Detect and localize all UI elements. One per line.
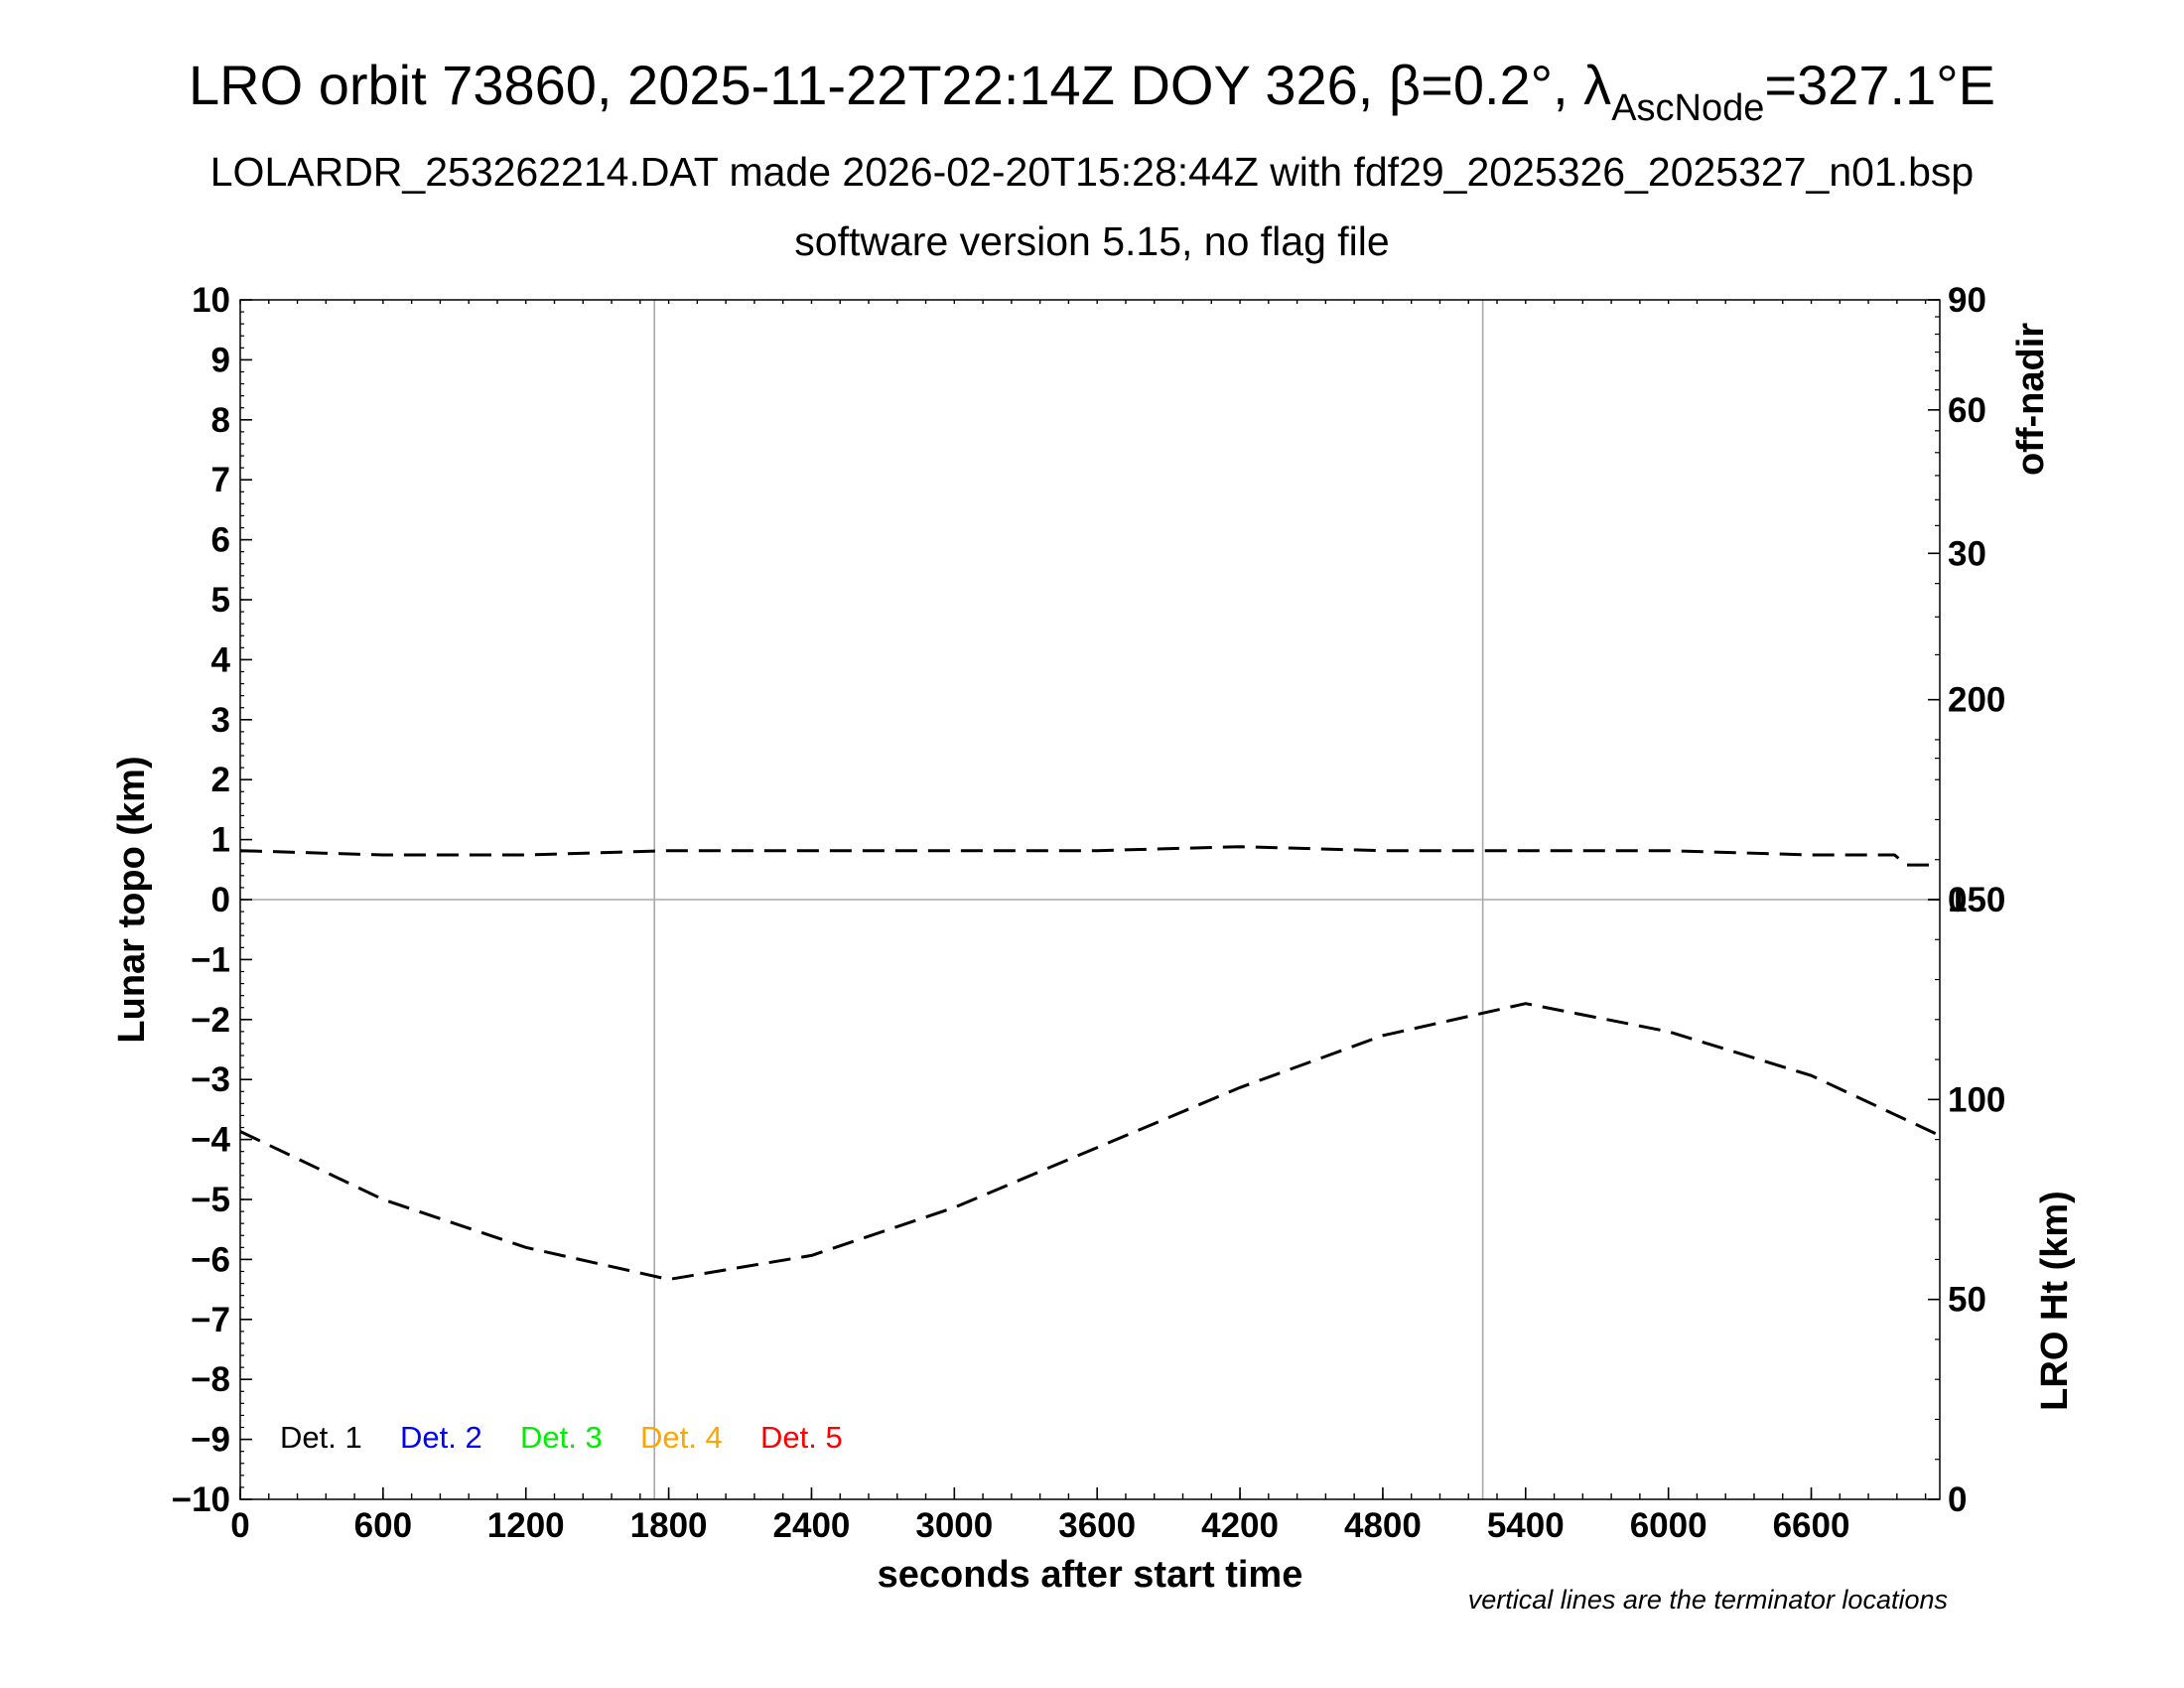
x-tick-label: 4200 xyxy=(1201,1506,1279,1545)
y-tick-label: −7 xyxy=(191,1301,230,1339)
legend-entry: Det. 2 xyxy=(400,1420,482,1455)
y-tick-label: −8 xyxy=(191,1360,230,1399)
y-axis-label-lro-ht: LRO Ht (km) xyxy=(2034,1191,2076,1411)
off-nadir-axis-ticks: 90 60 30 0 xyxy=(1928,281,1986,919)
off-nadir-tick-label: 90 xyxy=(1948,281,1986,320)
off-nadir-series-line xyxy=(239,845,1940,867)
y-tick-label: 2 xyxy=(211,761,230,799)
off-nadir-tick-label: 30 xyxy=(1948,534,1986,573)
y-tick-label: −1 xyxy=(191,940,230,979)
lro-ht-series-line xyxy=(239,1002,1941,1281)
chart-title: LRO orbit 73860, 2025-11-22T22:14Z DOY 3… xyxy=(189,54,1995,129)
y-tick-label: 6 xyxy=(211,521,230,560)
y-tick-label: 7 xyxy=(211,461,230,499)
x-tick-label: 1200 xyxy=(487,1506,565,1545)
y-tick-label: −3 xyxy=(191,1060,230,1099)
lro-ht-tick-label: 0 xyxy=(1948,1480,1967,1519)
x-tick-label: 1800 xyxy=(630,1506,708,1545)
chart-subtitle-1: LOLARDR_253262214.DAT made 2026-02-20T15… xyxy=(210,149,1974,195)
y-tick-label: −9 xyxy=(191,1421,230,1460)
legend-entry: Det. 5 xyxy=(760,1420,843,1455)
y-tick-label: 8 xyxy=(211,401,230,440)
x-tick-label: 3600 xyxy=(1058,1506,1136,1545)
off-nadir-tick-label: 0 xyxy=(1948,881,1967,919)
y-tick-label: 9 xyxy=(211,341,230,379)
y-axis-label-left: Lunar topo (km) xyxy=(111,756,153,1043)
y-axis-label-off-nadir: off-nadir xyxy=(2010,323,2052,476)
lro-ht-tick-label: 100 xyxy=(1948,1080,2005,1119)
legend-entry: Det. 1 xyxy=(280,1420,362,1455)
x-tick-label: 3000 xyxy=(915,1506,993,1545)
footnote: vertical lines are the terminator locati… xyxy=(1468,1585,1948,1615)
x-tick-label: 6600 xyxy=(1773,1506,1850,1545)
x-tick-label: 600 xyxy=(354,1506,412,1545)
y-tick-label: −4 xyxy=(191,1121,230,1160)
legend: Det. 1 Det. 2 Det. 3 Det. 4 Det. 5 xyxy=(280,1420,843,1455)
y-tick-label: −6 xyxy=(191,1240,230,1279)
y-tick-label: 4 xyxy=(211,640,231,679)
chart-subtitle-2: software version 5.15, no flag file xyxy=(794,218,1389,264)
series-layer xyxy=(239,845,1941,1281)
y-tick-label: 3 xyxy=(211,701,230,740)
x-tick-label: 6000 xyxy=(1630,1506,1707,1545)
y-tick-label: −2 xyxy=(191,1001,230,1040)
lro-ht-axis-ticks: 200 150 100 50 0 xyxy=(1928,681,2005,1519)
x-axis-label: seconds after start time xyxy=(878,1554,1303,1596)
legend-entry: Det. 3 xyxy=(520,1420,603,1455)
lro-ht-tick-label: 50 xyxy=(1948,1281,1986,1320)
lro-ht-tick-label: 200 xyxy=(1948,681,2005,720)
y-tick-label: −10 xyxy=(172,1480,230,1519)
x-tick-label: 5400 xyxy=(1487,1506,1565,1545)
y-tick-label: 1 xyxy=(211,821,230,860)
minor-ticks xyxy=(239,299,1940,1500)
legend-entry: Det. 4 xyxy=(640,1420,723,1455)
grid-lines xyxy=(240,300,1940,1499)
y-tick-label: 10 xyxy=(192,281,230,320)
y-tick-label: 0 xyxy=(211,881,230,919)
y-tick-label: −5 xyxy=(191,1181,230,1219)
x-tick-label: 4800 xyxy=(1344,1506,1422,1545)
x-tick-label: 0 xyxy=(230,1506,249,1545)
lro-ht-tick-label: 150 xyxy=(1948,881,2005,919)
y-tick-label: 5 xyxy=(211,581,230,620)
x-tick-label: 2400 xyxy=(773,1506,851,1545)
x-axis-ticks: 0 600 1200 1800 2400 3000 3600 4200 4800 5400 6000… xyxy=(230,1487,1849,1545)
off-nadir-tick-label: 60 xyxy=(1948,391,1986,430)
